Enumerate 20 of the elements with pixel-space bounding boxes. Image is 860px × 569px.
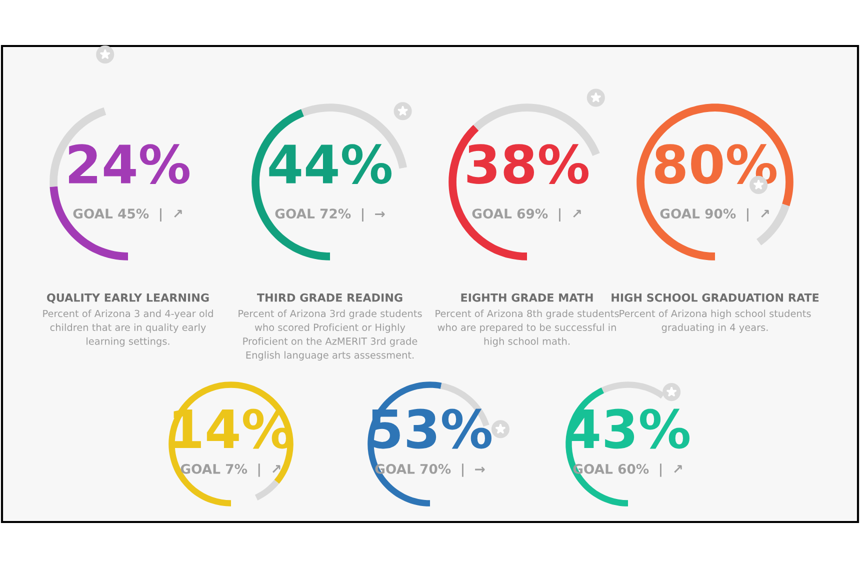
text: GOAL 7% | ↗ bbox=[180, 464, 280, 477]
donut-slice bbox=[756, 204, 790, 246]
text: GOAL 90% | ↗ bbox=[660, 208, 769, 222]
text: EIGHTH GRADE MATH bbox=[461, 293, 593, 302]
donut-slice bbox=[636, 104, 794, 260]
text: 24% bbox=[69, 144, 190, 184]
text: 80% bbox=[655, 144, 776, 184]
text: Percent of Arizona high school students graduating in 4 years. bbox=[620, 310, 811, 333]
text: GOAL 45% | ↗ bbox=[73, 208, 182, 222]
text: Percent of Arizona 8th grade students who are prepared to be successful in high school math. bbox=[436, 310, 619, 347]
text: 44% bbox=[269, 144, 392, 184]
text: 38% bbox=[467, 144, 588, 184]
text: GOAL 72% | → bbox=[275, 208, 385, 222]
text: THIRD GRADE READING bbox=[256, 293, 402, 302]
text: QUALITY EARLY LEARNING bbox=[47, 293, 209, 304]
donut-slice bbox=[254, 480, 280, 500]
text: HIGH SCHOOL GRADUATION RATE bbox=[612, 293, 819, 302]
text: Percent of Arizona 3rd grade students who scored Proficient or Highly Proficient on the AzMERIT 3rd grade English language arts assessment. bbox=[238, 310, 422, 361]
text: Percent of Arizona 3 and 4-year old children that are in quality early learning settings. bbox=[43, 310, 213, 347]
text: GOAL 69% | ↗ bbox=[472, 208, 581, 222]
